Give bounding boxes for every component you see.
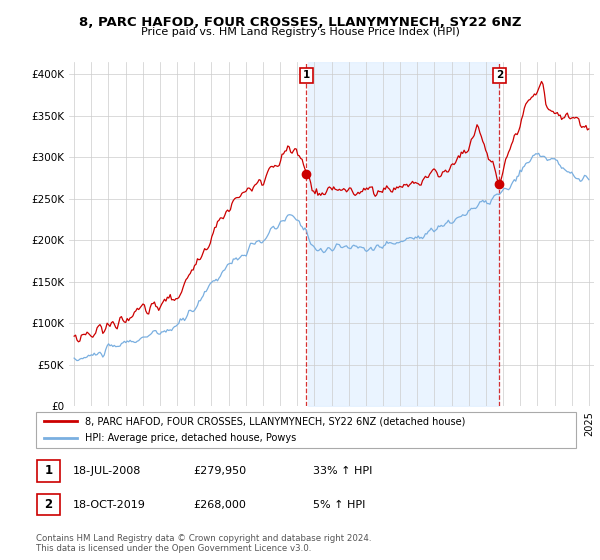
Text: £268,000: £268,000: [193, 500, 246, 510]
Text: 2: 2: [44, 498, 53, 511]
Text: 18-OCT-2019: 18-OCT-2019: [73, 500, 146, 510]
Text: Price paid vs. HM Land Registry's House Price Index (HPI): Price paid vs. HM Land Registry's House …: [140, 27, 460, 37]
Text: 2: 2: [496, 70, 503, 80]
FancyBboxPatch shape: [37, 494, 60, 515]
Text: 33% ↑ HPI: 33% ↑ HPI: [313, 466, 373, 476]
Text: 8, PARC HAFOD, FOUR CROSSES, LLANYMYNECH, SY22 6NZ: 8, PARC HAFOD, FOUR CROSSES, LLANYMYNECH…: [79, 16, 521, 29]
Text: HPI: Average price, detached house, Powys: HPI: Average price, detached house, Powy…: [85, 433, 296, 443]
Text: 5% ↑ HPI: 5% ↑ HPI: [313, 500, 365, 510]
FancyBboxPatch shape: [37, 460, 60, 482]
FancyBboxPatch shape: [36, 412, 576, 448]
Text: 18-JUL-2008: 18-JUL-2008: [73, 466, 142, 476]
Text: £279,950: £279,950: [193, 466, 247, 476]
Text: 1: 1: [44, 464, 53, 478]
Text: 1: 1: [303, 70, 310, 80]
Text: Contains HM Land Registry data © Crown copyright and database right 2024.
This d: Contains HM Land Registry data © Crown c…: [36, 534, 371, 553]
Text: 8, PARC HAFOD, FOUR CROSSES, LLANYMYNECH, SY22 6NZ (detached house): 8, PARC HAFOD, FOUR CROSSES, LLANYMYNECH…: [85, 417, 465, 426]
